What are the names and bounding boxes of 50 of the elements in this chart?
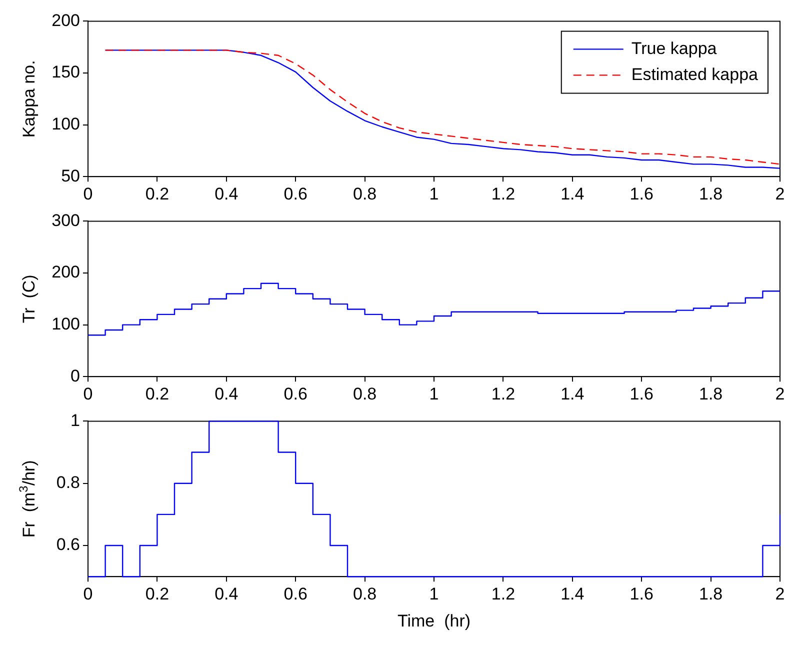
x-tick-label: 0 [83,584,93,604]
y-tick-label: 0.6 [56,535,80,554]
x-tick-label: 0.4 [214,384,238,404]
y-axis-title: Kappa no. [20,60,39,138]
y-axis-title: Fr (m3/hr) [16,460,39,538]
y-tick-label: 0 [70,366,80,386]
x-tick-label: 1 [429,584,439,604]
y-axis-title: Tr (C) [20,274,39,324]
legend-label: True kappa [631,38,718,58]
x-tick-label: 1.8 [698,384,723,404]
x-tick-label: 1.4 [560,584,584,604]
x-tick-label: 0.4 [214,584,238,604]
x-tick-label: 0.4 [214,184,238,204]
x-tick-label: 1.6 [630,184,654,204]
x-tick-label: 0.2 [145,384,170,404]
x-tick-label: 1.4 [560,384,584,404]
x-tick-label: 0.6 [284,384,308,404]
legend-label: Estimated kappa [631,64,759,84]
x-tick-label: 1.6 [630,384,654,404]
y-tick-label: 1 [70,410,80,430]
x-tick-label: 2 [775,584,785,604]
x-tick-label: 2 [775,384,785,404]
y-tick-label: 100 [52,314,80,334]
x-tick-label: 0.8 [352,184,377,204]
y-tick-label: 0.8 [56,473,80,492]
x-tick-label: 0.6 [284,184,308,204]
x-tick-label: 1 [429,184,439,204]
y-tick-label: 200 [52,262,80,282]
x-axis-title: Time (hr) [397,611,471,630]
y-tick-label: 150 [52,62,80,82]
x-tick-label: 1 [429,384,439,404]
x-tick-label: 1.2 [491,384,516,404]
x-tick-label: 1.8 [698,184,723,204]
x-tick-label: 1.4 [560,184,584,204]
x-tick-label: 0 [83,184,93,204]
x-tick-label: 0.2 [145,584,170,604]
x-tick-label: 1.2 [491,584,516,604]
y-tick-label: 50 [61,166,80,186]
y-tick-label: 300 [52,210,80,230]
x-tick-label: 0 [83,384,93,404]
y-tick-label: 100 [52,114,80,134]
x-tick-label: 2 [775,184,785,204]
x-tick-label: 0.8 [352,384,377,404]
x-tick-label: 0.6 [284,584,308,604]
x-tick-label: 0.2 [145,184,170,204]
x-tick-label: 1.2 [491,184,516,204]
x-tick-label: 1.6 [630,584,654,604]
x-tick-label: 1.8 [698,584,723,604]
y-tick-label: 200 [52,10,80,30]
x-tick-label: 0.8 [352,584,377,604]
